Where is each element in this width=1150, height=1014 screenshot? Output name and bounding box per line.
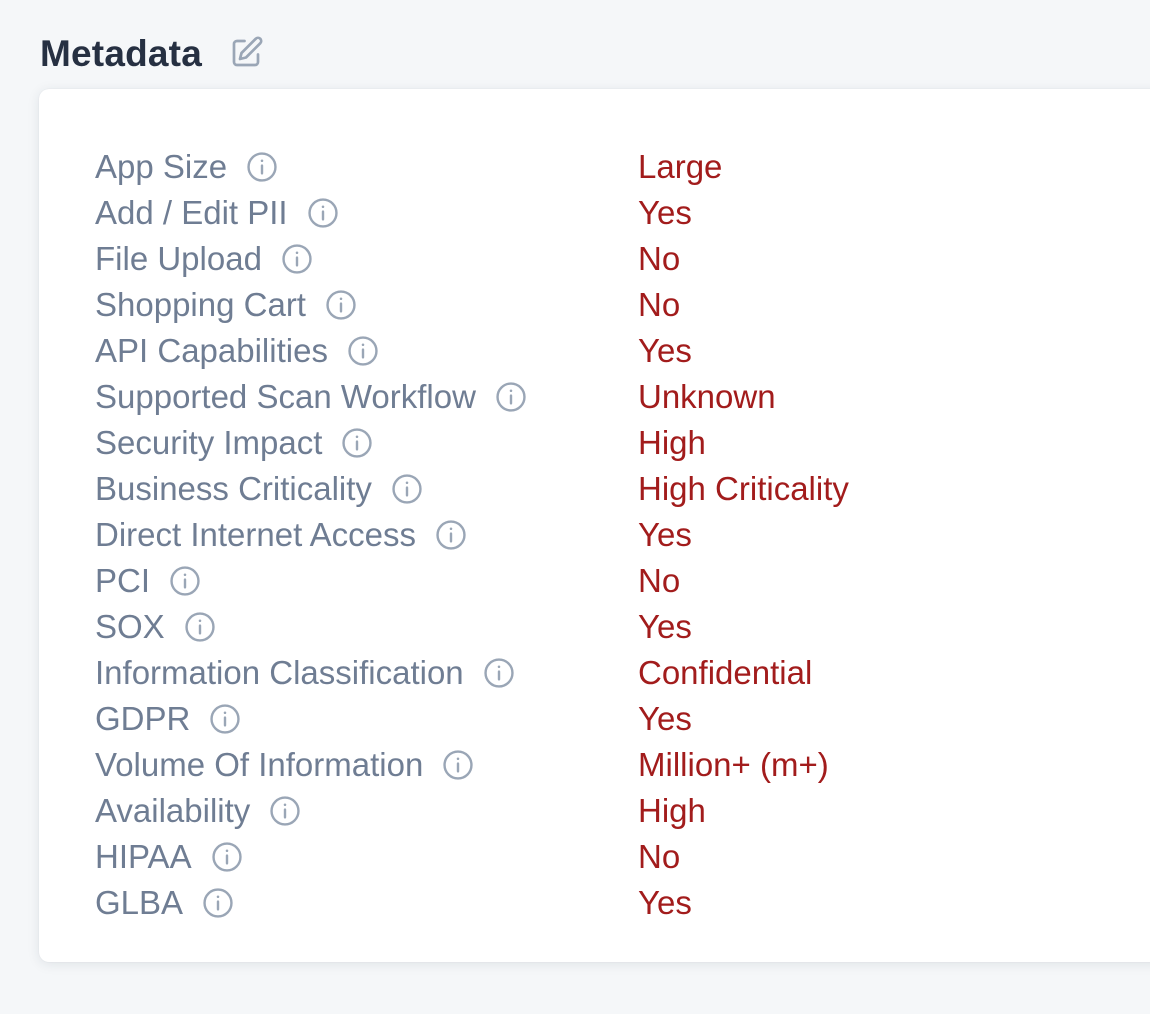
metadata-label: HIPAA (95, 838, 192, 875)
metadata-value: Yes (638, 332, 692, 369)
metadata-row: Direct Internet Access Yes (95, 512, 849, 558)
info-icon[interactable] (168, 564, 202, 598)
metadata-label: Volume Of Information (95, 746, 424, 783)
metadata-row: Availability High (95, 788, 849, 834)
metadata-value: Yes (638, 608, 692, 645)
metadata-value: High (638, 792, 706, 829)
metadata-label: Security Impact (95, 424, 323, 461)
info-icon[interactable] (268, 794, 302, 828)
metadata-row: File Upload No (95, 236, 849, 282)
metadata-label-group: GDPR (95, 700, 638, 738)
metadata-row: API Capabilities Yes (95, 328, 849, 374)
metadata-label: PCI (95, 562, 151, 599)
info-icon[interactable] (324, 288, 358, 322)
metadata-label: SOX (95, 608, 165, 645)
info-icon[interactable] (183, 610, 217, 644)
metadata-row: Shopping Cart No (95, 282, 849, 328)
info-icon[interactable] (441, 748, 475, 782)
metadata-label-group: Add / Edit PII (95, 194, 638, 232)
metadata-label: Business Criticality (95, 470, 372, 507)
metadata-label-group: SOX (95, 608, 638, 646)
metadata-row: HIPAA No (95, 834, 849, 880)
metadata-value: No (638, 240, 681, 277)
metadata-card: App Size Large Add / Edit PII Yes (39, 89, 1150, 962)
metadata-label-group: HIPAA (95, 838, 638, 876)
info-icon[interactable] (434, 518, 468, 552)
metadata-label-group: Business Criticality (95, 470, 638, 508)
info-icon[interactable] (210, 840, 244, 874)
metadata-label: File Upload (95, 240, 262, 277)
info-icon[interactable] (494, 380, 528, 414)
metadata-header: Metadata (40, 28, 266, 80)
metadata-label-group: Supported Scan Workflow (95, 378, 638, 416)
metadata-label: Direct Internet Access (95, 516, 416, 553)
info-icon[interactable] (390, 472, 424, 506)
metadata-label: Supported Scan Workflow (95, 378, 476, 415)
metadata-value: Million+ (m+) (638, 746, 829, 783)
metadata-value: High Criticality (638, 470, 849, 507)
metadata-value: Large (638, 148, 723, 185)
info-icon[interactable] (306, 196, 340, 230)
metadata-row: GDPR Yes (95, 696, 849, 742)
metadata-value: No (638, 286, 681, 323)
metadata-label: API Capabilities (95, 332, 328, 369)
metadata-label: Shopping Cart (95, 286, 306, 323)
metadata-label-group: GLBA (95, 884, 638, 922)
metadata-label-group: Direct Internet Access (95, 516, 638, 554)
metadata-value: High (638, 424, 706, 461)
info-icon[interactable] (208, 702, 242, 736)
metadata-label: Information Classification (95, 654, 464, 691)
metadata-label: Availability (95, 792, 251, 829)
info-icon[interactable] (340, 426, 374, 460)
edit-icon (232, 36, 263, 67)
metadata-label-group: Shopping Cart (95, 286, 638, 324)
metadata-row: Information Classification Confidential (95, 650, 849, 696)
info-icon[interactable] (245, 150, 279, 184)
metadata-label-group: PCI (95, 562, 638, 600)
metadata-row: PCI No (95, 558, 849, 604)
info-icon[interactable] (482, 656, 516, 690)
info-icon[interactable] (280, 242, 314, 276)
metadata-label-group: File Upload (95, 240, 638, 278)
metadata-list: App Size Large Add / Edit PII Yes (95, 144, 849, 926)
edit-metadata-button[interactable] (226, 33, 266, 73)
metadata-value: Yes (638, 194, 692, 231)
metadata-row: Supported Scan Workflow Unknown (95, 374, 849, 420)
metadata-row: Volume Of Information Million+ (m+) (95, 742, 849, 788)
metadata-row: Security Impact High (95, 420, 849, 466)
metadata-row: App Size Large (95, 144, 849, 190)
metadata-value: No (638, 838, 681, 875)
metadata-label-group: Information Classification (95, 654, 638, 692)
metadata-value: Confidential (638, 654, 813, 691)
metadata-value: Yes (638, 516, 692, 553)
metadata-label: Add / Edit PII (95, 194, 288, 231)
metadata-row: Add / Edit PII Yes (95, 190, 849, 236)
metadata-label-group: App Size (95, 148, 638, 186)
metadata-row: SOX Yes (95, 604, 849, 650)
metadata-label-group: Security Impact (95, 424, 638, 462)
metadata-value: Yes (638, 700, 692, 737)
metadata-row: Business Criticality High Criticality (95, 466, 849, 512)
metadata-value: Unknown (638, 378, 776, 415)
metadata-value: No (638, 562, 681, 599)
metadata-label: GLBA (95, 884, 184, 921)
info-icon[interactable] (346, 334, 380, 368)
metadata-label-group: Availability (95, 792, 638, 830)
section-title: Metadata (40, 33, 202, 74)
metadata-row: GLBA Yes (95, 880, 849, 926)
metadata-value: Yes (638, 884, 692, 921)
metadata-label-group: Volume Of Information (95, 746, 638, 784)
metadata-label: App Size (95, 148, 228, 185)
info-icon[interactable] (201, 886, 235, 920)
metadata-label-group: API Capabilities (95, 332, 638, 370)
metadata-label: GDPR (95, 700, 191, 737)
